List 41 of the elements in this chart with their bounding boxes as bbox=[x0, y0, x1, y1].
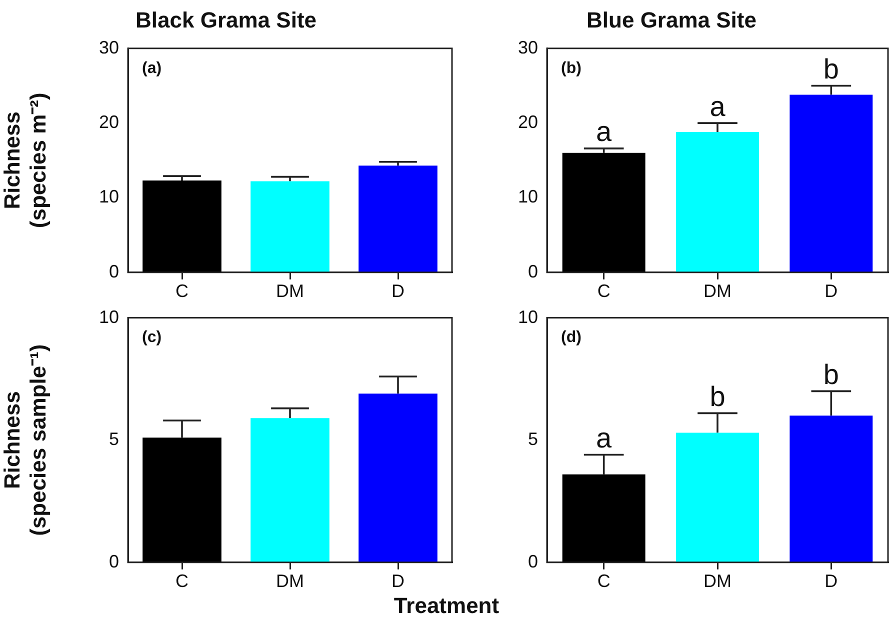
y-tick-label: 5 bbox=[528, 429, 538, 450]
annotation: b bbox=[823, 53, 839, 84]
x-tick-label: DM bbox=[704, 281, 732, 302]
y-axis-title: Richness (species m⁻²) bbox=[0, 92, 51, 228]
annotation: b bbox=[710, 380, 726, 412]
x-tick-label: DM bbox=[704, 571, 732, 592]
y-tick-label: 0 bbox=[108, 261, 119, 282]
annotation: (b) bbox=[561, 60, 582, 77]
y-axis-title: Richness (species sample⁻¹) bbox=[0, 344, 51, 536]
annotation: b bbox=[823, 358, 839, 390]
annotation: a bbox=[596, 422, 612, 454]
annotation: a bbox=[596, 116, 612, 148]
x-tick-label: D bbox=[392, 571, 404, 592]
x-tick-label: D bbox=[824, 571, 838, 592]
y-tick-label: 30 bbox=[518, 37, 538, 58]
chart-title: Blue Grama Site bbox=[586, 7, 756, 32]
annotation: (c) bbox=[142, 329, 162, 346]
y-tick-label: 10 bbox=[98, 186, 119, 207]
y-tick-label: 20 bbox=[98, 112, 119, 132]
y-tick-label: 0 bbox=[528, 261, 538, 282]
y-tick-label: 20 bbox=[518, 112, 538, 132]
x-axis-title: Treatment bbox=[392, 593, 500, 619]
x-tick-label: C bbox=[176, 571, 188, 592]
y-tick-label: 5 bbox=[108, 429, 119, 450]
chart-title: Black Grama Site bbox=[136, 7, 316, 32]
x-tick-label: DM bbox=[276, 571, 304, 592]
x-tick-label: D bbox=[824, 281, 838, 302]
annotation: a bbox=[710, 90, 726, 122]
annotation: (d) bbox=[561, 329, 582, 346]
y-tick-label: 10 bbox=[518, 306, 538, 327]
x-tick-label: DM bbox=[276, 281, 304, 302]
y-tick-label: 30 bbox=[98, 37, 119, 58]
y-tick-label: 10 bbox=[518, 186, 538, 207]
x-tick-label: C bbox=[597, 571, 610, 592]
x-tick-label: C bbox=[176, 281, 188, 302]
y-tick-label: 0 bbox=[528, 551, 538, 572]
x-tick-label: C bbox=[597, 281, 610, 302]
annotation: (a) bbox=[142, 60, 162, 77]
y-tick-label: 0 bbox=[108, 551, 119, 572]
x-tick-label: D bbox=[392, 281, 404, 302]
y-tick-label: 10 bbox=[98, 306, 119, 327]
